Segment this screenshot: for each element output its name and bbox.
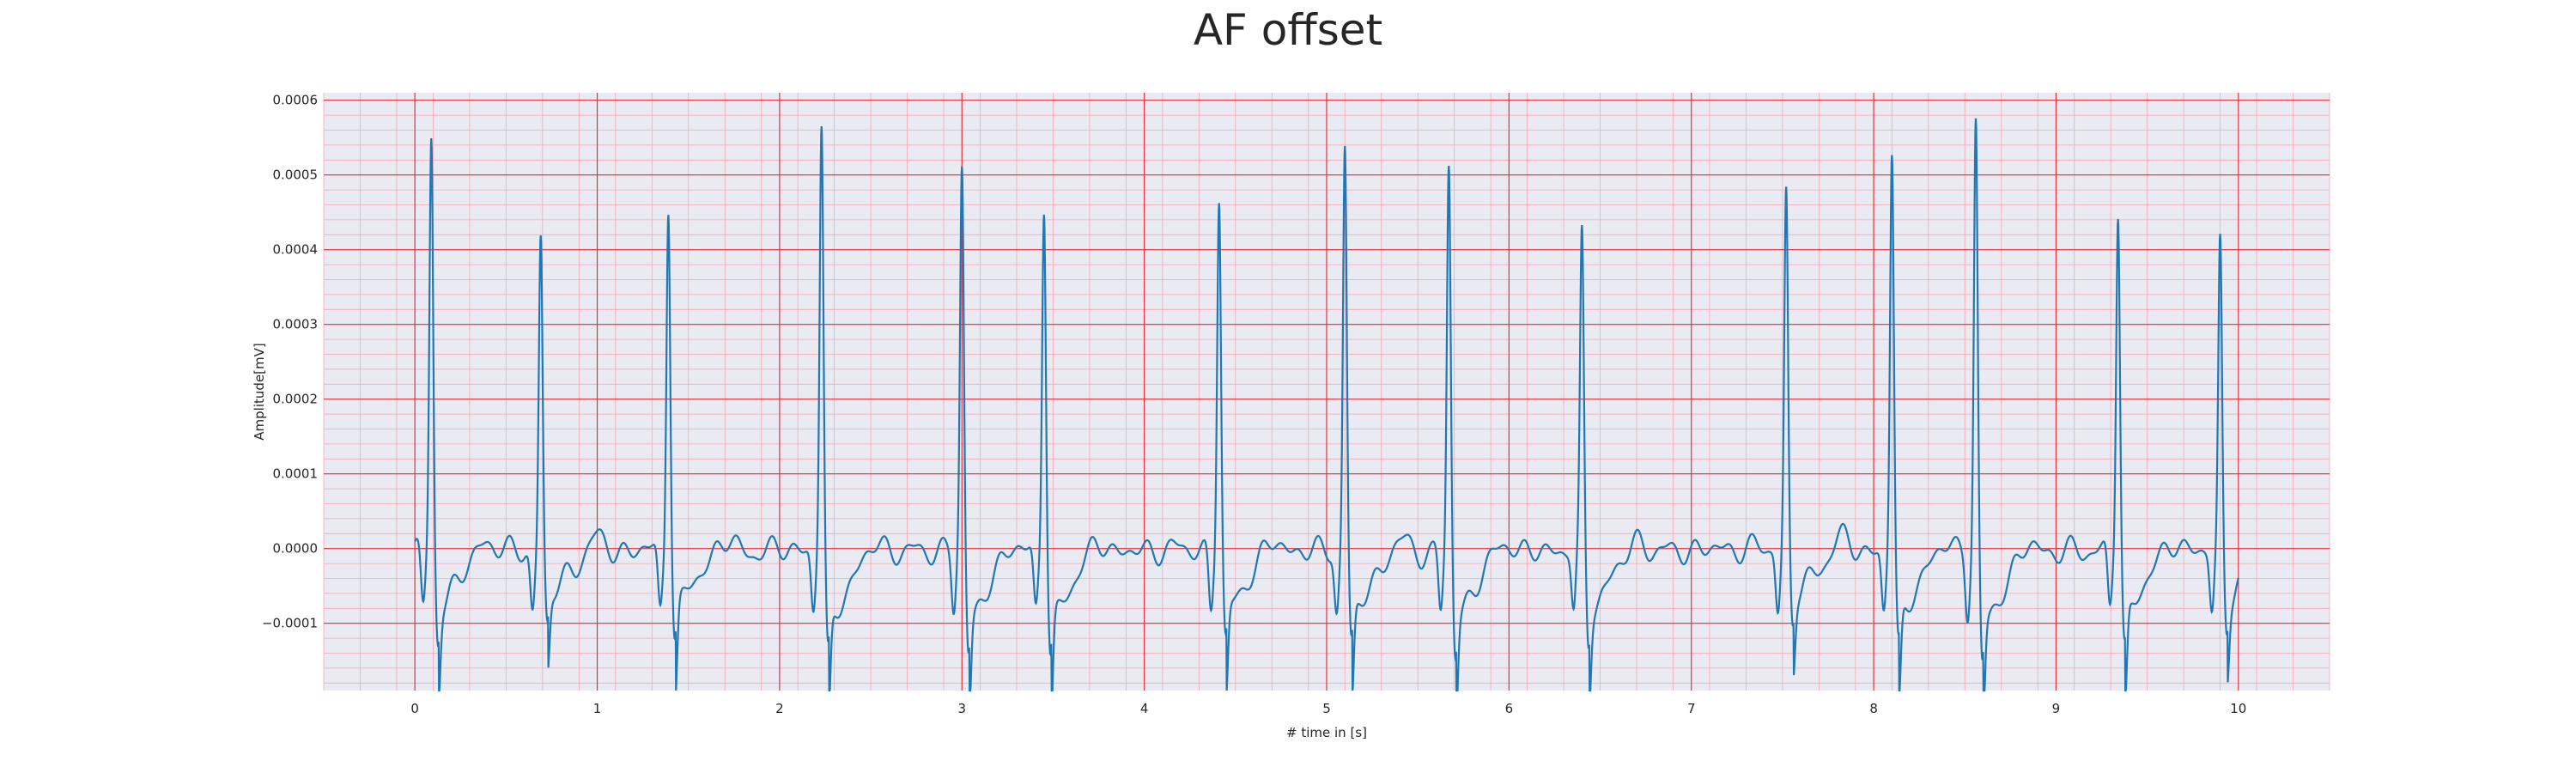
x-axis-ticks: 0 1 2 3 4 5 6 7 8 9 10 <box>410 701 2246 716</box>
major-grid <box>324 93 2330 691</box>
y-tick-label: 0.0006 <box>273 93 319 108</box>
x-tick-label: 8 <box>1869 701 1878 716</box>
x-tick-label: 10 <box>2230 701 2246 716</box>
x-tick-label: 2 <box>775 701 784 716</box>
y-tick-label: 0.0005 <box>273 167 319 183</box>
x-tick-label: 3 <box>957 701 966 716</box>
y-tick-label: 0.0003 <box>273 317 319 332</box>
x-axis-label: # time in [s] <box>1286 725 1367 740</box>
y-tick-label: −0.0001 <box>262 616 318 631</box>
x-tick-label: 4 <box>1140 701 1149 716</box>
ecg-series-line <box>414 118 2239 692</box>
x-tick-label: 5 <box>1322 701 1331 716</box>
y-axis-label: Amplitude[mV] <box>252 343 267 440</box>
x-tick-label: 6 <box>1505 701 1514 716</box>
x-tick-label: 0 <box>410 701 419 716</box>
y-tick-label: 0.0001 <box>273 466 319 482</box>
x-tick-label: 7 <box>1687 701 1696 716</box>
chart-title: AF offset <box>1193 5 1383 55</box>
y-axis-ticks: −0.0001 0.0000 0.0001 0.0002 0.0003 0.0004 0.0… <box>262 93 318 631</box>
y-tick-label: 0.0000 <box>273 541 319 557</box>
y-tick-label: 0.0002 <box>273 392 319 407</box>
y-tick-label: 0.0004 <box>273 242 319 258</box>
x-tick-label: 1 <box>593 701 602 716</box>
x-tick-label: 9 <box>2052 701 2061 716</box>
